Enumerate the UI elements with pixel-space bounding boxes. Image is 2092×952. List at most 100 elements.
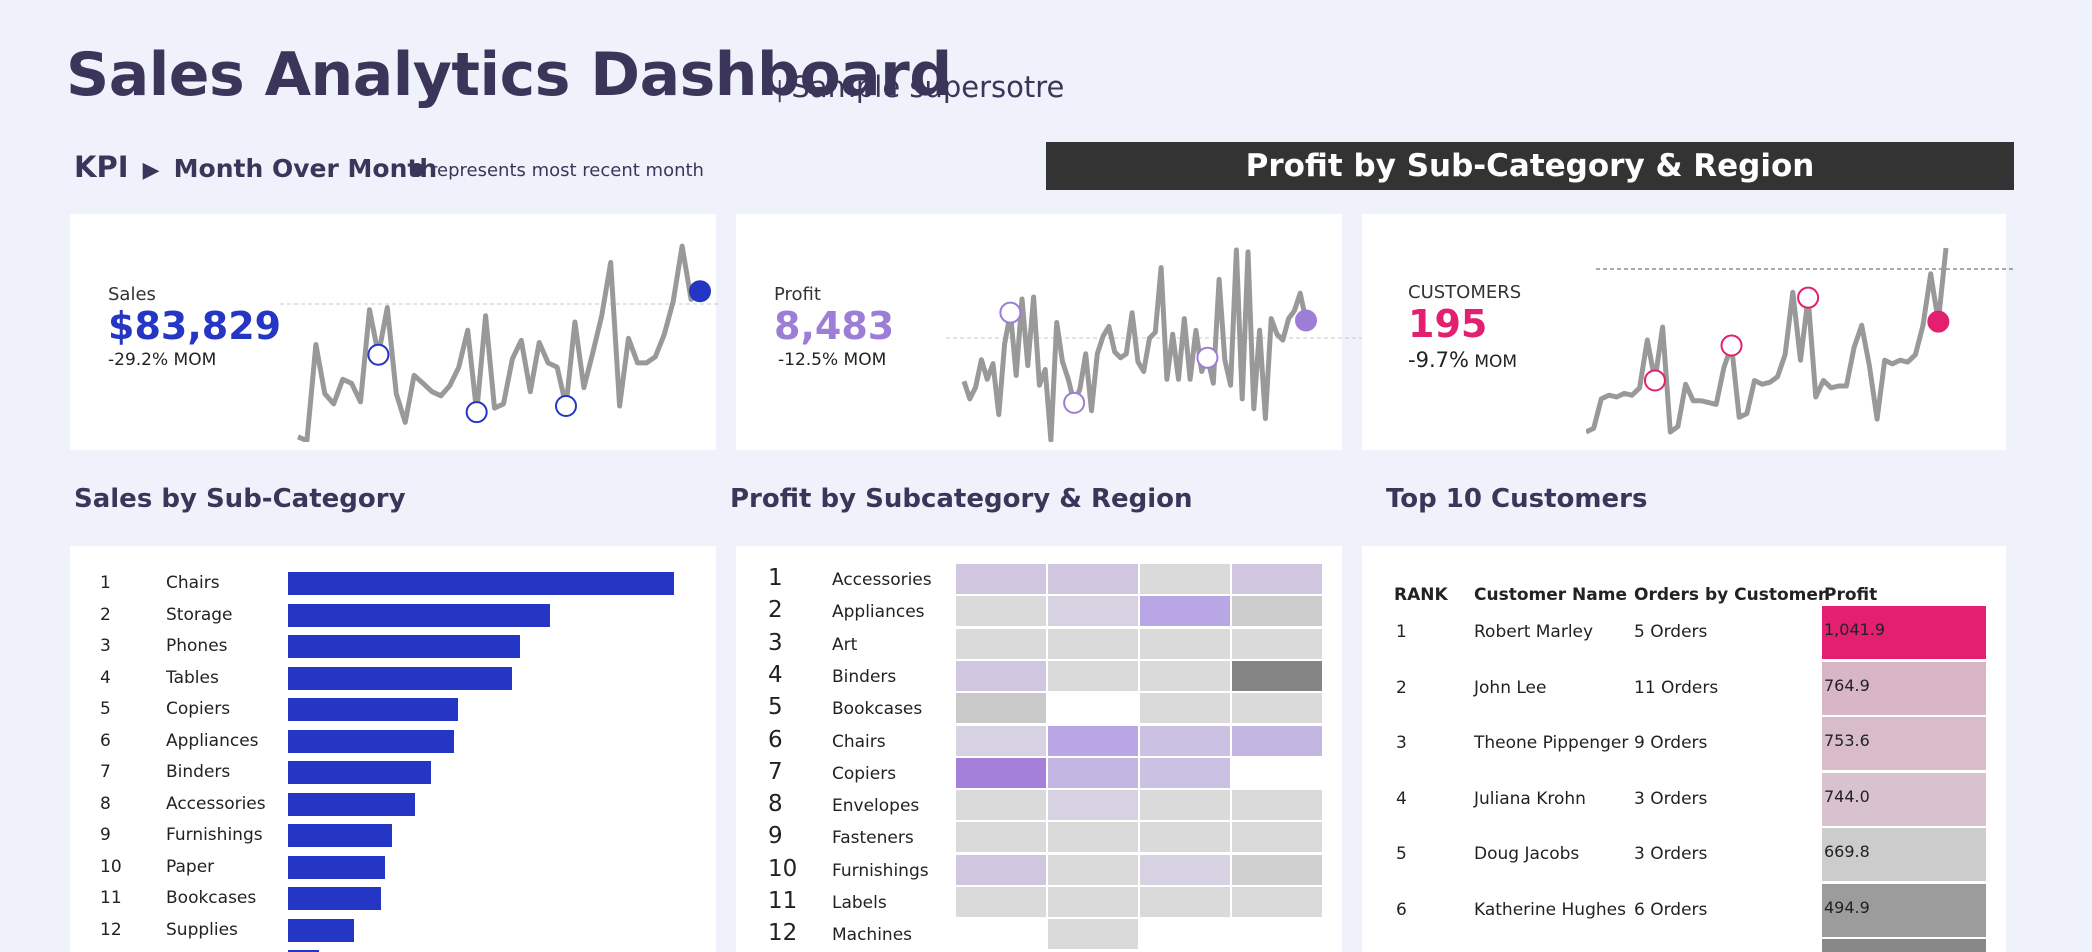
heatmap-cell[interactable] <box>1048 887 1138 917</box>
kpi-card-customers[interactable]: CUSTOMERS 195 -9.7% MOM <box>1362 214 2016 450</box>
bar[interactable] <box>288 729 454 753</box>
bar-row[interactable]: 4 Tables <box>70 665 716 691</box>
heatmap-cell[interactable] <box>1232 660 1322 691</box>
bar[interactable] <box>288 950 319 952</box>
table-cell-orders: 11 Orders <box>1634 677 1719 698</box>
heatmap-rank: 7 <box>768 758 783 785</box>
heatmap-cell[interactable] <box>1140 693 1230 724</box>
heatmap-cell[interactable] <box>1232 790 1322 821</box>
heatmap-cell[interactable] <box>1232 757 1322 788</box>
bar-category-label: Bookcases <box>166 888 257 908</box>
column-header-orders[interactable]: Orders by Customer <box>1634 585 1827 605</box>
bar-rank: 12 <box>100 919 122 940</box>
bar-row[interactable]: 5 Copiers <box>70 696 716 722</box>
heatmap-cell[interactable] <box>956 660 1046 691</box>
bar-row[interactable]: 2 Storage <box>70 602 716 628</box>
heatmap-cell[interactable] <box>1048 628 1138 659</box>
table-cell-orders: 3 Orders <box>1634 844 1708 864</box>
heatmap-cell[interactable] <box>1048 854 1138 885</box>
bar-row[interactable]: 10 Paper <box>70 854 716 880</box>
bar-row[interactable]: 11 Bookcases <box>70 885 716 911</box>
heatmap-cell[interactable] <box>1232 887 1322 917</box>
heatmap-cell[interactable] <box>1048 919 1138 950</box>
heatmap-cell[interactable] <box>1140 725 1230 756</box>
heatmap-cell[interactable] <box>956 628 1046 659</box>
heatmap-cell[interactable] <box>1048 693 1138 724</box>
heatmap-cell[interactable] <box>1232 725 1322 756</box>
heatmap-cell[interactable] <box>956 757 1046 788</box>
bar-row[interactable]: 1 Chairs <box>70 570 716 596</box>
heatmap-cell[interactable] <box>1140 564 1230 594</box>
bar[interactable] <box>288 666 512 690</box>
bar[interactable] <box>288 572 674 595</box>
profit-cell[interactable]: 1,041.9 <box>1822 606 1986 659</box>
heatmap-cell[interactable] <box>1232 693 1322 724</box>
column-header-profit[interactable]: Profit <box>1824 585 1878 605</box>
bar[interactable] <box>288 635 520 658</box>
profit-cell[interactable] <box>1822 939 1986 952</box>
profit-cell[interactable]: 753.6 <box>1822 717 1986 770</box>
bar-row[interactable]: 9 Furnishings <box>70 822 716 848</box>
heatmap-cell[interactable] <box>956 693 1046 724</box>
bar[interactable] <box>288 887 381 910</box>
heatmap-cell[interactable] <box>1048 660 1138 691</box>
bar[interactable] <box>288 918 354 942</box>
column-header-customer-name[interactable]: Customer Name <box>1474 585 1627 605</box>
bar-rank: 10 <box>100 856 122 877</box>
heatmap-cell[interactable] <box>1048 564 1138 594</box>
heatmap-cell[interactable] <box>1232 596 1322 627</box>
bar-row[interactable]: 13Machines <box>70 948 716 952</box>
heatmap-cell[interactable] <box>1140 790 1230 821</box>
heatmap-cell[interactable] <box>956 596 1046 627</box>
column-header-rank[interactable]: RANK <box>1394 585 1448 605</box>
heatmap-cell[interactable] <box>1232 564 1322 594</box>
mom-label: Month Over Month <box>173 154 438 183</box>
bar[interactable] <box>288 761 431 784</box>
bar[interactable] <box>288 824 393 847</box>
bar-row[interactable]: 8 Accessories <box>70 791 716 817</box>
bar[interactable] <box>288 855 385 879</box>
heatmap-cell[interactable] <box>956 887 1046 917</box>
recent-month-marker <box>1295 309 1317 332</box>
heatmap-cell[interactable] <box>1048 596 1138 627</box>
heatmap-cell[interactable] <box>1140 757 1230 788</box>
kpi-card-sales[interactable]: Sales $83,829 -29.2% MOM <box>70 214 720 450</box>
heatmap-cell[interactable] <box>1140 628 1230 659</box>
heatmap-cell[interactable] <box>956 822 1046 853</box>
bar-row[interactable]: 6 Appliances <box>70 728 716 754</box>
heatmap-cell[interactable] <box>956 564 1046 594</box>
heatmap-cell[interactable] <box>1048 822 1138 853</box>
heatmap-cell[interactable] <box>1232 628 1322 659</box>
heatmap-cell[interactable] <box>1048 790 1138 821</box>
heatmap-cell[interactable] <box>956 725 1046 756</box>
heatmap-cell[interactable] <box>956 854 1046 885</box>
kpi-heading: KPI ▶ Month Over Month <box>74 150 437 184</box>
heatmap-cell[interactable] <box>1140 854 1230 885</box>
table-cell-name: Doug Jacobs <box>1474 844 1580 864</box>
heatmap-cell[interactable] <box>1048 725 1138 756</box>
bar-row[interactable]: 12 Supplies <box>70 917 716 943</box>
heatmap-cell[interactable] <box>1232 854 1322 885</box>
recent-month-marker <box>689 280 711 303</box>
heatmap-cell[interactable] <box>1140 822 1230 853</box>
month-marker <box>367 343 390 366</box>
profit-cell[interactable]: 744.0 <box>1822 772 1986 826</box>
bar-row[interactable]: 7 Binders <box>70 759 716 785</box>
bar[interactable] <box>288 792 416 816</box>
bar[interactable] <box>288 698 458 721</box>
profit-cell[interactable]: 764.9 <box>1822 661 1986 715</box>
heatmap-cell[interactable] <box>1140 660 1230 691</box>
heatmap-cell[interactable] <box>1140 596 1230 627</box>
heatmap-cell[interactable] <box>1140 887 1230 917</box>
bar-row[interactable]: 3 Phones <box>70 633 716 659</box>
sparkline-series <box>961 247 1309 442</box>
heatmap-cell[interactable] <box>1232 822 1322 853</box>
kpi-legend-note: represents most recent month <box>410 160 704 181</box>
heatmap-cell[interactable] <box>1048 757 1138 788</box>
heatmap-cell[interactable] <box>956 790 1046 821</box>
profit-cell[interactable]: 494.9 <box>1822 883 1986 937</box>
kpi-card-profit[interactable]: Profit 8,483 -12.5% MOM <box>736 214 1366 450</box>
profit-cell[interactable]: 669.8 <box>1822 828 1986 881</box>
bar[interactable] <box>288 603 551 627</box>
kpi-sales-value: $83,829 <box>108 304 282 348</box>
